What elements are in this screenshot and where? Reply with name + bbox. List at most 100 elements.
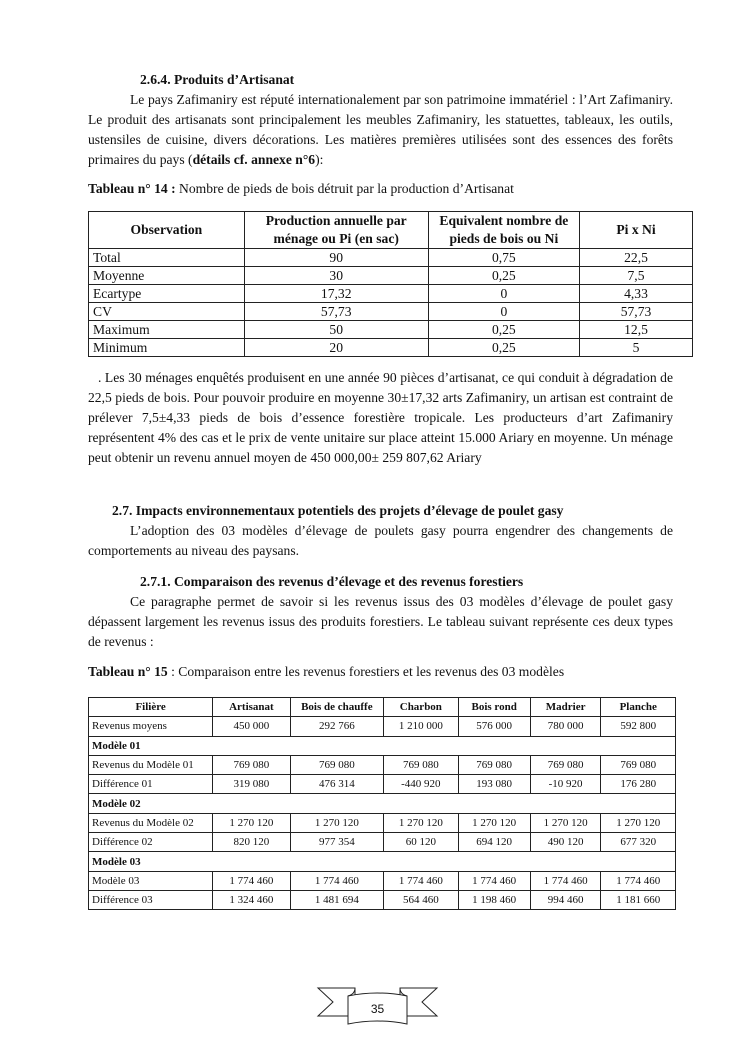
table-cell: Revenus du Modèle 02: [87, 812, 214, 834]
table-cell: 0,25: [427, 320, 581, 339]
paragraph-text: L’adoption des 03 modèles d’élevage de p…: [88, 522, 673, 558]
table-cell: 0,75: [427, 248, 581, 267]
table-cell: Moyenne: [88, 266, 245, 285]
table-cell: 1 481 694: [289, 889, 385, 911]
page-number-ribbon: 35: [315, 980, 440, 1028]
table-cell: 769 080: [289, 754, 385, 776]
table-cell: 0,25: [427, 266, 581, 285]
section-row: Modèle 01: [88, 735, 676, 756]
section-label: Modèle 02: [88, 793, 676, 814]
table-cell: 176 280: [600, 774, 676, 795]
table-cell: -10 920: [529, 774, 602, 795]
table-14: Observation Production annuelle par ménag…: [88, 211, 693, 357]
column-header: Equivalent nombre de pieds de bois ou Ni: [427, 211, 581, 249]
column-header: Charbon: [383, 696, 459, 718]
table-cell: 17,32: [243, 284, 429, 303]
caption-text: : Comparaison entre les revenus forestie…: [167, 664, 565, 679]
table-cell: 1 270 120: [529, 812, 602, 834]
section-heading: 2.6.4. Produits d’Artisanat: [140, 72, 295, 87]
table-cell: 769 080: [383, 754, 459, 776]
caption-label: Tableau n° 14 :: [88, 181, 176, 196]
table-row: Revenus du Modèle 01 769 080 769 080 769 08…: [87, 754, 676, 776]
table-cell: 977 354: [289, 832, 385, 853]
table-cell: 319 080: [212, 774, 291, 795]
table-cell: Revenus du Modèle 01: [87, 754, 214, 776]
paragraph: Le pays Zafimaniry est réputé internatio…: [88, 90, 673, 170]
table14-caption: Tableau n° 14 : Nombre de pieds de bois …: [88, 181, 673, 197]
table-cell: Différence 02: [87, 832, 214, 853]
table-cell: 30: [243, 266, 429, 285]
column-header: Bois rond: [457, 696, 531, 718]
table-cell: 60 120: [383, 832, 459, 853]
table-cell: 1 774 460: [212, 870, 291, 891]
table-cell: 50: [243, 320, 429, 339]
table-cell: 1 270 120: [289, 812, 385, 834]
table-cell: 0,25: [427, 338, 581, 357]
paragraph-text: Le pays Zafimaniry est réputé internatio…: [88, 91, 673, 167]
section-2-6-4: 2.6.4. Produits d’Artisanat Le pays Zafi…: [88, 70, 673, 170]
table-cell: Ecartype: [88, 284, 245, 303]
table-cell: -440 920: [383, 774, 459, 795]
column-header: Artisanat: [212, 696, 291, 718]
table-cell: 1 181 660: [600, 889, 676, 911]
table-cell: 1 774 460: [289, 870, 385, 891]
table-row: Moyenne 30 0,25 7,5: [88, 266, 693, 285]
caption-text: Nombre de pieds de bois détruit par la p…: [175, 181, 514, 196]
table15-caption: Tableau n° 15 : Comparaison entre les re…: [88, 664, 673, 680]
table-row: Minimum 20 0,25 5: [88, 338, 693, 357]
table-cell: 4,33: [579, 284, 693, 303]
table-cell: 1 270 120: [600, 812, 676, 834]
section-heading: 2.7.1. Comparaison des revenus d’élevage…: [140, 574, 524, 589]
column-header: Madrier: [529, 696, 602, 718]
table-cell: 1 774 460: [383, 870, 459, 891]
table-cell: 292 766: [289, 716, 385, 737]
table-cell: 22,5: [579, 248, 693, 267]
table-cell: 20: [243, 338, 429, 357]
table-15: Filière Artisanat Bois de chauffe Charbon Bo…: [87, 696, 676, 911]
table-cell: Modèle 03: [87, 870, 214, 891]
table-cell: 592 800: [600, 716, 676, 737]
table-cell: 769 080: [457, 754, 531, 776]
section-label: Modèle 03: [88, 851, 676, 872]
ribbon-icon: [316, 987, 439, 1025]
table-cell: 769 080: [600, 754, 676, 776]
section-row: Modèle 02: [88, 793, 676, 814]
table-cell: Revenus moyens: [87, 716, 214, 737]
table-cell: 694 120: [457, 832, 531, 853]
table-cell: 0: [427, 302, 581, 321]
annex-reference: détails cf. annexe n°6: [192, 151, 316, 167]
table-cell: 1 270 120: [383, 812, 459, 834]
table-cell: 193 080: [457, 774, 531, 795]
table-cell: 576 000: [457, 716, 531, 737]
table-row: Différence 01 319 080 476 314 -440 920 193 0…: [87, 774, 676, 795]
table-row: Modèle 03 1 774 460 1 774 460 1 774 460 1 77…: [87, 870, 676, 891]
table-cell: 450 000: [212, 716, 291, 737]
paragraph-text: . Les 30 ménages enquêtés produisent en …: [88, 370, 673, 465]
table-cell: 7,5: [579, 266, 693, 285]
table-cell: 1 324 460: [212, 889, 291, 911]
table-row: Revenus moyens 450 000 292 766 1 210 000 576…: [87, 716, 676, 737]
caption-label: Tableau n° 15: [88, 664, 168, 679]
table-cell: 1 198 460: [457, 889, 531, 911]
table-cell: 564 460: [383, 889, 459, 911]
table-cell: 780 000: [529, 716, 602, 737]
table-cell: Différence 01: [87, 774, 214, 795]
table-cell: 820 120: [212, 832, 291, 853]
table-row: Différence 02 820 120 977 354 60 120 694 120…: [87, 832, 676, 853]
section-heading: 2.7. Impacts environnementaux potentiels…: [112, 503, 564, 518]
table-row: Différence 03 1 324 460 1 481 694 564 460 1 …: [87, 889, 676, 911]
table-cell: 677 320: [600, 832, 676, 853]
table-cell: 1 774 460: [457, 870, 531, 891]
section-label: Modèle 01: [88, 735, 676, 756]
table-cell: 476 314: [289, 774, 385, 795]
table-cell: 1 210 000: [383, 716, 459, 737]
table-row: Maximum 50 0,25 12,5: [88, 320, 693, 339]
table-cell: Minimum: [88, 338, 245, 357]
section-2-7-1: 2.7.1. Comparaison des revenus d’élevage…: [88, 572, 673, 652]
column-header: Planche: [600, 696, 676, 718]
table-cell: 0: [427, 284, 581, 303]
table-cell: 5: [579, 338, 693, 357]
table-cell: 1 270 120: [212, 812, 291, 834]
paragraph: . Les 30 ménages enquêtés produisent en …: [88, 368, 673, 468]
